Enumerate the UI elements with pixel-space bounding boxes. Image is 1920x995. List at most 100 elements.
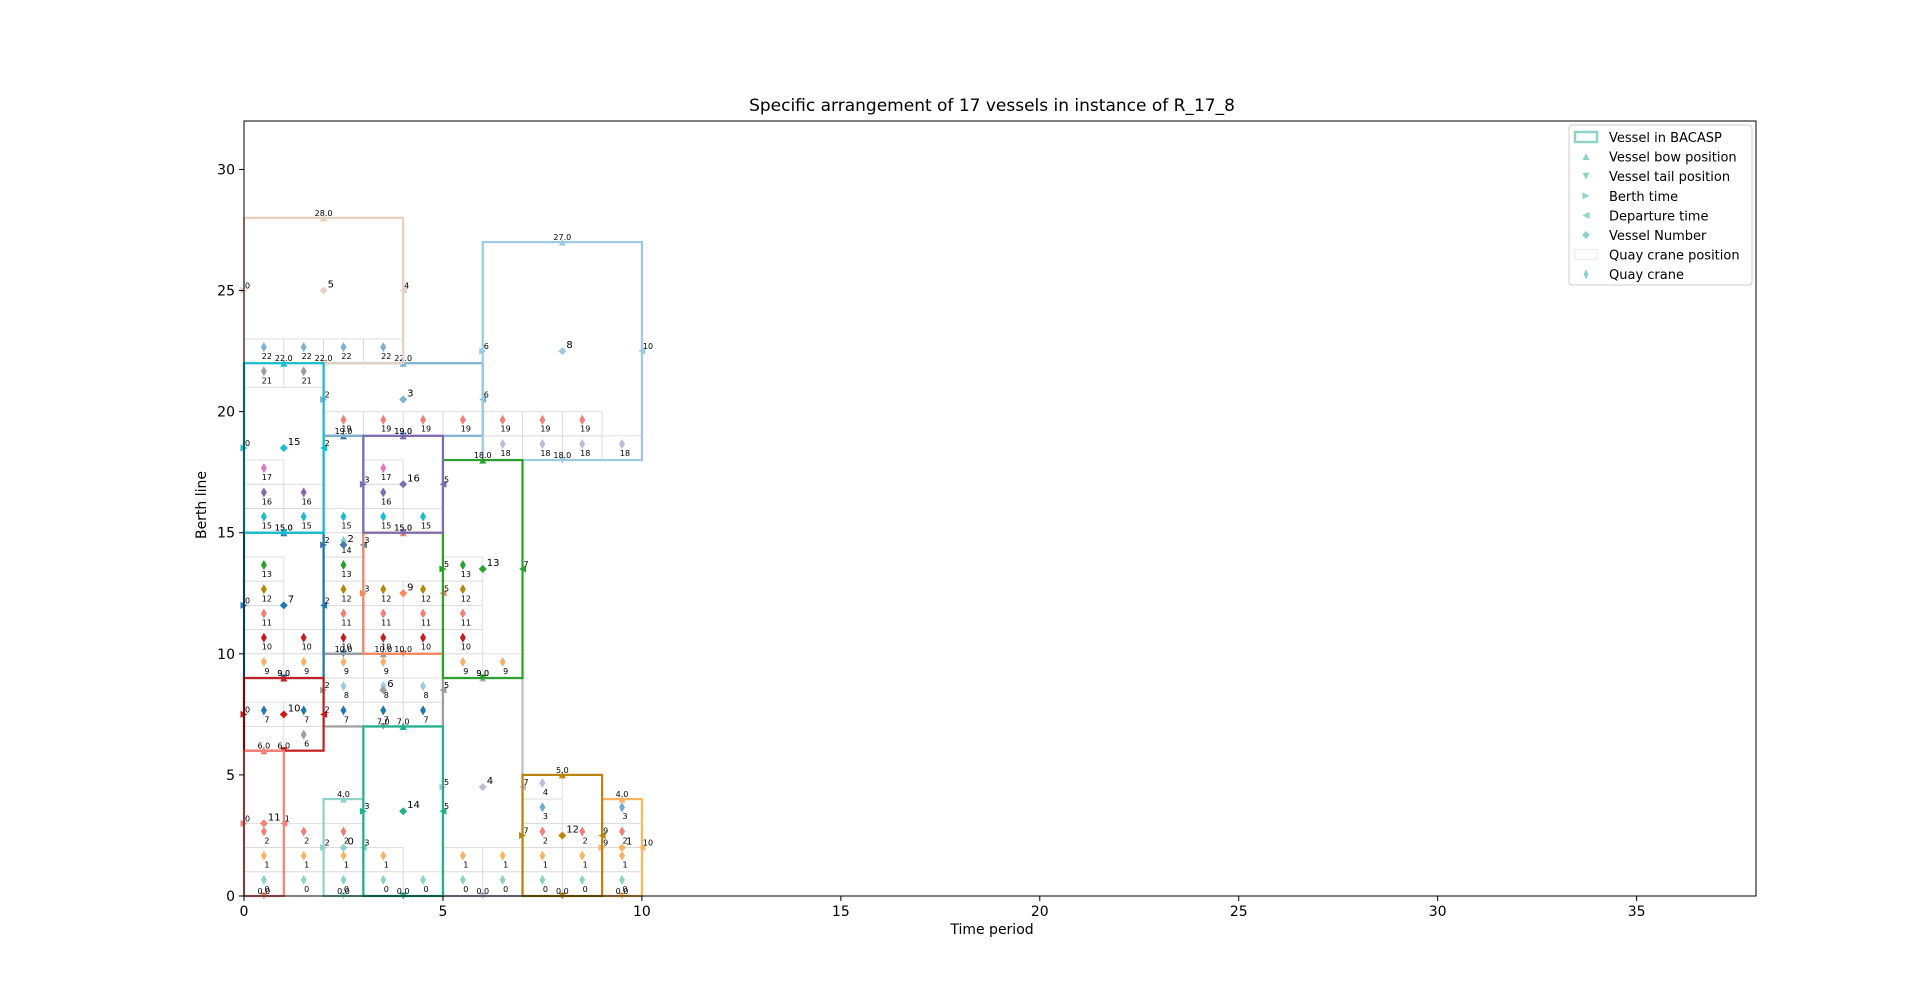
- quay-crane-marker: [300, 632, 307, 643]
- quay-crane-label: 19: [461, 425, 471, 434]
- berth-time-marker: [479, 347, 487, 355]
- quay-crane-label: 2: [543, 836, 548, 845]
- quay-crane-marker: [380, 656, 387, 667]
- vessel-number-label: 15: [288, 437, 301, 448]
- quay-crane-label: 2: [344, 836, 349, 845]
- quay-crane-label: 8: [344, 691, 349, 700]
- quay-crane-marker: [340, 584, 347, 595]
- vessel-bow-label: 15.0: [275, 524, 293, 533]
- quay-crane-label: 7: [424, 715, 429, 724]
- quay-crane-label: 11: [461, 618, 471, 627]
- quay-crane-marker: [260, 487, 267, 498]
- quay-crane-marker: [340, 632, 347, 643]
- quay-crane-label: 1: [304, 861, 309, 870]
- quay-crane-marker: [380, 608, 387, 619]
- vessel-bow-label: 9.0: [476, 669, 489, 678]
- quay-crane-label: 0: [463, 885, 468, 894]
- berth-time-label: 2: [325, 839, 330, 848]
- quay-crane-marker: [260, 560, 267, 571]
- vessel-number-label: 13: [487, 558, 500, 569]
- quay-crane-label: 18: [501, 449, 511, 458]
- berth-time-marker: [359, 807, 367, 815]
- vessel-tail-label: 6.0: [277, 742, 290, 751]
- quay-crane-label: 2: [264, 836, 269, 845]
- vessel-number-marker: [478, 565, 487, 574]
- x-tick-label: 20: [1031, 904, 1049, 920]
- quay-crane-label: 9: [384, 667, 389, 676]
- quay-crane-label: 13: [262, 570, 272, 579]
- vessel-bow-label: 19.0: [394, 427, 412, 436]
- quay-crane-label: 1: [384, 861, 389, 870]
- berth-time-label: 7: [524, 826, 529, 835]
- vessel-number-marker: [339, 540, 348, 549]
- quay-crane-label: 10: [421, 643, 431, 652]
- vessel-bow-label: 9.0: [277, 669, 290, 678]
- quay-crane-marker: [459, 632, 466, 643]
- quay-crane-label: 15: [262, 522, 272, 531]
- berth-time-label: 0: [245, 705, 250, 714]
- chart-title: Specific arrangement of 17 vessels in in…: [749, 96, 1235, 116]
- quay-crane-marker: [459, 414, 466, 425]
- vessel-number-marker: [478, 783, 487, 792]
- vessel-tail-label: 0.0: [258, 887, 271, 896]
- vessel-number-label: 8: [566, 340, 572, 351]
- quay-crane-label: 1: [622, 861, 627, 870]
- vessel-number-label: 1: [626, 837, 632, 848]
- quay-crane-label: 12: [421, 594, 431, 603]
- departure-time-marker: [519, 565, 527, 573]
- legend-label: Quay crane: [1609, 268, 1684, 283]
- quay-crane-marker: [380, 463, 387, 474]
- quay-crane-marker: [340, 608, 347, 619]
- quay-crane-label: 0: [304, 885, 309, 894]
- berth-time-label: 2: [325, 681, 330, 690]
- vessel-number-marker: [399, 807, 408, 816]
- legend-vessel-number-marker: [1582, 231, 1590, 239]
- vessel-number-label: 2: [347, 534, 353, 545]
- x-tick-label: 30: [1429, 904, 1447, 920]
- quay-crane-marker: [300, 366, 307, 377]
- x-tick-label: 10: [633, 904, 651, 920]
- berth-time-marker: [320, 844, 328, 852]
- quay-crane-marker: [499, 438, 506, 449]
- berth-time-label: 0: [245, 439, 250, 448]
- quay-crane-label: 0: [264, 885, 269, 894]
- quay-crane-marker: [539, 850, 546, 861]
- quay-crane-marker: [539, 438, 546, 449]
- departure-time-marker: [320, 444, 328, 452]
- legend-label: Vessel Number: [1609, 229, 1707, 244]
- legend-label: Berth time: [1609, 190, 1678, 205]
- quay-crane-marker: [380, 850, 387, 861]
- quay-crane-label: 22: [341, 352, 351, 361]
- quay-crane-marker: [459, 850, 466, 861]
- vessel-tail-marker: [399, 529, 407, 537]
- quay-crane-marker: [260, 342, 267, 353]
- quay-crane-marker: [619, 802, 625, 813]
- vessel-tail-label: 22.0: [315, 354, 333, 363]
- x-tick-label: 35: [1628, 904, 1646, 920]
- quay-crane-marker: [539, 874, 546, 885]
- berth-time-label: 9: [603, 839, 608, 848]
- berth-time-label: 5: [444, 778, 449, 787]
- departure-time-label: 3: [364, 839, 369, 848]
- vessel-bow-marker: [558, 771, 566, 779]
- vessel-number-label: 4: [487, 776, 493, 787]
- vessel-tail-label: 0.0: [556, 887, 569, 896]
- plot-area: 0127910111213151617212201267910151621220…: [217, 120, 1757, 920]
- legend-label: Vessel in BACASP: [1609, 131, 1722, 146]
- vessel-bow-marker: [339, 795, 347, 803]
- quay-crane-marker: [420, 681, 427, 692]
- quay-crane-marker: [340, 826, 347, 837]
- quay-crane-label: 12: [381, 594, 391, 603]
- y-tick-label: 10: [217, 647, 235, 663]
- vessel-tail-label: 9.0: [277, 669, 290, 678]
- legend-label: Vessel bow position: [1609, 151, 1737, 166]
- vessel-number-marker: [279, 710, 288, 719]
- legend-vessel-swatch: [1573, 130, 1599, 144]
- quay-crane-label: 18: [580, 449, 590, 458]
- quay-crane-label: 2: [304, 836, 309, 845]
- quay-crane-marker: [340, 511, 347, 522]
- quay-crane-marker: [499, 414, 506, 425]
- vessel-tail-marker: [399, 650, 407, 658]
- vessel-bow-marker: [399, 722, 407, 730]
- vessel-bow-marker: [618, 795, 626, 803]
